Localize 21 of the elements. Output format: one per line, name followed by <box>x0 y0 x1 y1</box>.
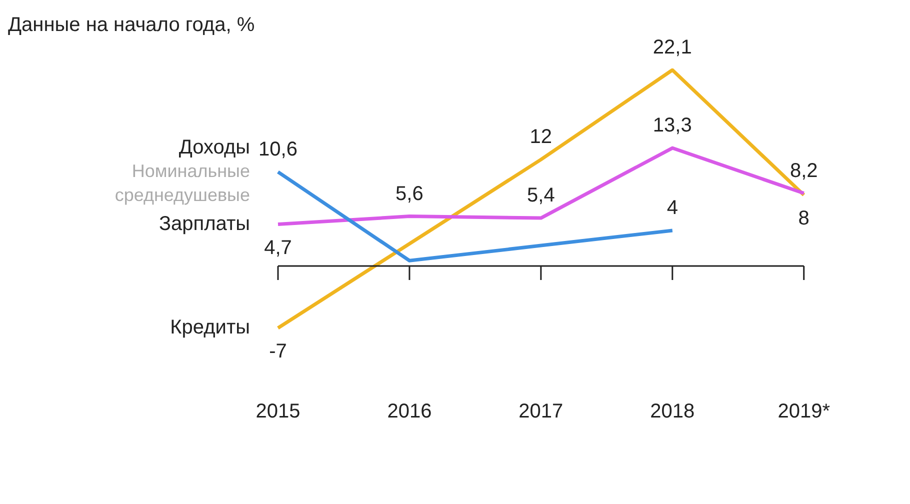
data-label: 10,6 <box>258 138 298 160</box>
x-tick-label: 2019* <box>778 400 830 423</box>
data-label: 4,7 <box>264 236 292 259</box>
x-tick-label: 2015 <box>256 400 300 423</box>
data-label: 12 <box>530 126 552 148</box>
data-label: -7 <box>269 340 287 363</box>
chart-title: Данные на начало года, % <box>8 14 255 37</box>
series-label: Кредиты <box>170 316 250 339</box>
text: Номинальные среднедушевые <box>114 160 250 205</box>
data-label: 8 <box>798 208 810 230</box>
data-label: 5,6 <box>396 182 424 205</box>
data-label: 13,3 <box>652 114 692 137</box>
data-label: 8,2 <box>790 160 818 182</box>
x-tick-label: 2017 <box>518 400 564 423</box>
data-label: 4 <box>666 196 678 219</box>
series-label: Доходы <box>178 136 250 158</box>
data-label: 5,4 <box>527 184 555 207</box>
x-tick-label: 2016 <box>387 400 432 423</box>
data-label: 22,1 <box>652 36 692 59</box>
x-tick-label: 2018 <box>650 400 695 423</box>
series-label: Зарплаты <box>158 212 250 235</box>
